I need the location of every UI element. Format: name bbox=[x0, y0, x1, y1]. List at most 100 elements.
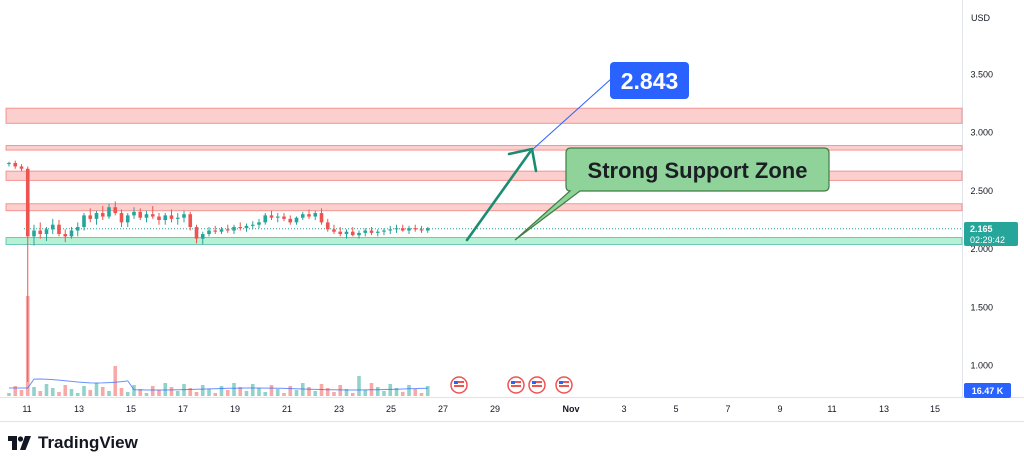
x-tick-label: 21 bbox=[282, 404, 292, 414]
candle-body bbox=[88, 215, 93, 219]
volume-bar bbox=[213, 393, 218, 396]
volume-bar bbox=[57, 392, 61, 396]
candle-body bbox=[225, 229, 230, 231]
candle-body bbox=[325, 222, 330, 230]
volume-bar bbox=[425, 386, 430, 396]
x-tick-label: 15 bbox=[126, 404, 136, 414]
candle-body bbox=[157, 216, 161, 221]
candle-body bbox=[319, 213, 324, 223]
volume-bar bbox=[282, 393, 286, 396]
volume-bar bbox=[25, 296, 30, 396]
resistance-zone bbox=[5, 107, 963, 124]
candle-body bbox=[94, 213, 99, 219]
x-tick-label: 15 bbox=[930, 404, 940, 414]
flag-stripe bbox=[532, 381, 542, 383]
volume-bar bbox=[419, 393, 424, 396]
volume-bar bbox=[382, 391, 386, 396]
candle-body bbox=[338, 231, 343, 235]
price-tag bbox=[964, 222, 1018, 246]
support-zone bbox=[5, 237, 963, 246]
candle-body bbox=[25, 168, 30, 237]
x-tick-label: 13 bbox=[879, 404, 889, 414]
flag-canton bbox=[511, 381, 515, 384]
us-flag-event-icon bbox=[528, 376, 546, 394]
candle-body bbox=[119, 213, 124, 223]
target-line bbox=[531, 78, 612, 151]
candle-body bbox=[63, 234, 68, 237]
volume-bar bbox=[13, 386, 18, 396]
candle-body bbox=[300, 214, 305, 218]
volume-ma-line bbox=[9, 378, 428, 391]
us-flag-event-icon bbox=[507, 376, 525, 394]
volume-bar bbox=[313, 391, 318, 396]
candle-body bbox=[13, 162, 18, 167]
candle-body bbox=[219, 229, 224, 232]
candle-body bbox=[163, 215, 168, 221]
volume-bar bbox=[38, 391, 43, 396]
candle-body bbox=[38, 230, 43, 235]
flag-stripe bbox=[559, 385, 569, 387]
x-tick-label: 11 bbox=[827, 404, 836, 414]
volume-bar bbox=[263, 392, 268, 396]
volume-bar bbox=[244, 391, 249, 396]
volume-bar bbox=[200, 385, 205, 396]
volume-bar bbox=[44, 384, 49, 396]
flag-stripe bbox=[511, 381, 521, 383]
tradingview-brand: TradingView bbox=[38, 433, 138, 452]
y-tick-label: 1.500 bbox=[970, 302, 993, 312]
volume-bar bbox=[250, 384, 255, 396]
volume-bar bbox=[338, 385, 343, 396]
flag-stripe bbox=[559, 381, 569, 383]
x-tick-label: 7 bbox=[725, 404, 730, 414]
volume-bar bbox=[188, 388, 193, 396]
tradingview-logo: TradingView bbox=[8, 432, 138, 454]
candle-body bbox=[169, 215, 174, 219]
candle-body bbox=[350, 231, 355, 236]
candle-body bbox=[269, 215, 274, 218]
candle-body bbox=[388, 229, 393, 231]
target-box bbox=[610, 62, 689, 99]
volume-bar bbox=[107, 391, 111, 396]
volume-tag bbox=[964, 383, 1011, 398]
x-tick-label: 17 bbox=[178, 404, 188, 414]
candle-body bbox=[132, 211, 136, 216]
candle-body bbox=[307, 214, 311, 217]
candle-body bbox=[100, 213, 105, 217]
us-flag-event-icon bbox=[450, 376, 468, 394]
volume-bar bbox=[357, 376, 361, 396]
volume-bar bbox=[69, 389, 74, 396]
callout-label: Strong Support Zone bbox=[588, 158, 808, 183]
volume-bar bbox=[82, 386, 86, 396]
candle-body bbox=[263, 215, 268, 223]
volume-bar bbox=[125, 392, 130, 396]
candle-body bbox=[50, 224, 55, 230]
candle-body bbox=[294, 217, 299, 223]
volume-tag-value: 16.47 K bbox=[972, 386, 1004, 396]
candle-body bbox=[375, 231, 380, 233]
volume-bar bbox=[225, 390, 230, 396]
flag-canton bbox=[454, 381, 458, 384]
volume-bar bbox=[344, 389, 349, 396]
volume-bar bbox=[257, 388, 261, 396]
tradingview-logo-icon bbox=[8, 436, 31, 450]
flag-canton bbox=[532, 381, 536, 384]
volume-bar bbox=[19, 390, 24, 396]
flag-stripe bbox=[454, 381, 464, 383]
candle-body bbox=[138, 211, 143, 218]
candle-body bbox=[213, 230, 218, 232]
candle-body bbox=[407, 228, 411, 231]
volume-bar bbox=[375, 387, 380, 396]
candle-body bbox=[125, 215, 130, 223]
volume-bar bbox=[407, 385, 411, 396]
volume-bar bbox=[157, 390, 161, 396]
candle-body bbox=[425, 228, 430, 231]
volume-bar bbox=[219, 386, 224, 396]
resistance-zone bbox=[5, 203, 963, 212]
y-tick-label: 2.500 bbox=[970, 186, 993, 196]
x-tick-label: 3 bbox=[621, 404, 626, 414]
candle-body bbox=[150, 214, 155, 217]
x-tick-label: 27 bbox=[438, 404, 448, 414]
volume-bar bbox=[413, 389, 418, 396]
candle-body bbox=[369, 230, 374, 233]
